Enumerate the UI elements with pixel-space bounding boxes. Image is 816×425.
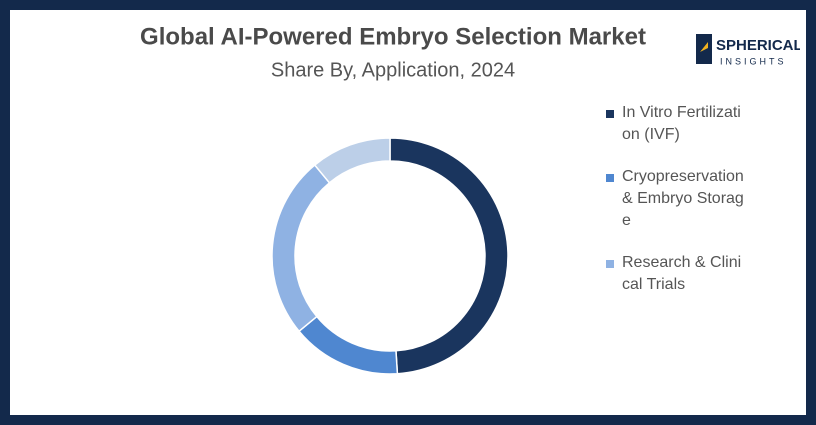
legend-swatch (606, 174, 614, 182)
legend-item: Research & Clinical Trials (606, 252, 746, 296)
donut-segment (298, 315, 399, 375)
donut-segment (271, 164, 331, 333)
logo: SPHERICAL INSIGHTS (696, 34, 800, 66)
logo-subtext: INSIGHTS (720, 56, 787, 66)
legend-label: In Vitro Fertilization (IVF) (622, 104, 741, 143)
legend: In Vitro Fertilization (IVF) Cryopreserva… (606, 102, 746, 316)
legend-label: Research & Clinical Trials (622, 254, 742, 293)
legend-label: Cryopreservation & Embryo Storage (622, 168, 744, 229)
legend-swatch (606, 260, 614, 268)
chart-subtitle: Share By, Application, 2024 (271, 59, 515, 81)
legend-swatch (606, 110, 614, 118)
legend-item: Cryopreservation & Embryo Storage (606, 166, 746, 232)
chart: Global AI-Powered Embryo Selection Marke… (140, 23, 646, 375)
donut-segment (313, 137, 391, 184)
logo-text: SPHERICAL (716, 37, 800, 54)
legend-item: In Vitro Fertilization (IVF) (606, 102, 746, 146)
chart-title: Global AI-Powered Embryo Selection Marke… (140, 23, 646, 50)
logo-accent (700, 42, 708, 52)
donut-segment (389, 137, 509, 375)
